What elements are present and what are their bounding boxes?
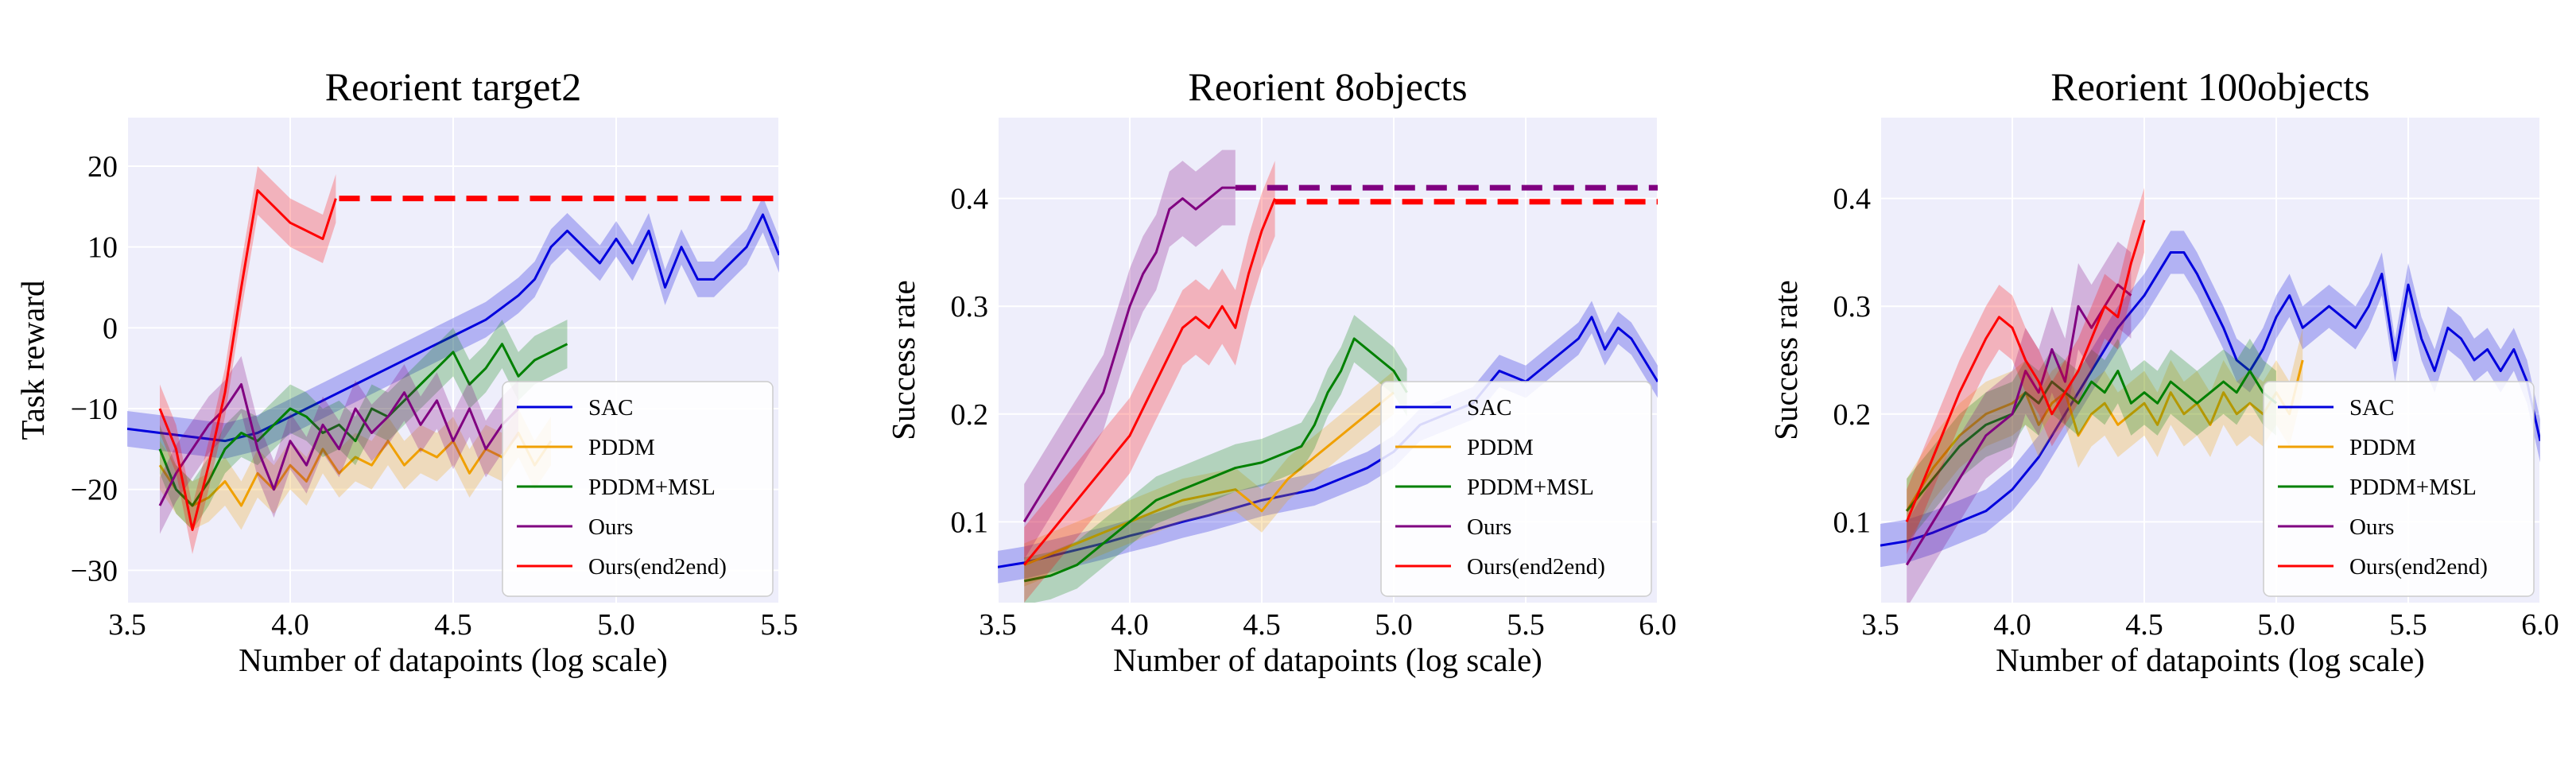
- x-tick-label: 5.0: [2257, 608, 2295, 642]
- series-band-2: [1907, 338, 2276, 544]
- legend-label: SAC: [588, 395, 633, 421]
- x-tick-label: 4.0: [1993, 608, 2031, 642]
- chart-title: Reorient 8objects: [1188, 64, 1467, 109]
- chart-title: Reorient target2: [325, 64, 582, 109]
- series-line-4: [1905, 219, 2146, 522]
- series-line-0: [127, 213, 779, 443]
- x-tick-label: 6.0: [1639, 608, 1677, 642]
- legend-label: Ours(end2end): [2349, 554, 2488, 580]
- legend-box: [1380, 381, 1652, 597]
- series-band-3: [160, 355, 518, 534]
- y-axis-label: Success rate: [885, 280, 921, 440]
- y-axis-label: Task reward: [14, 281, 51, 440]
- series-band-3: [1024, 149, 1236, 560]
- y-tick-label: 0.2: [1833, 398, 1872, 432]
- series-line-3: [1022, 186, 1236, 523]
- legend-label: Ours(end2end): [588, 554, 727, 580]
- x-tick-label: 4.0: [1111, 608, 1149, 642]
- series-line-2: [1023, 337, 1408, 583]
- x-tick-label: 3.5: [108, 608, 146, 642]
- y-tick-label: 0.4: [1833, 183, 1872, 216]
- series-line-0: [1880, 250, 2540, 547]
- legend: SAC PDDM PDDM+MSL Ours Ours(end2end): [502, 381, 774, 597]
- legend-label: PDDM: [1467, 435, 1534, 460]
- legend-box: [2263, 381, 2535, 597]
- chart-panel-3: 3.5 4.0 4.5 5.0 5.5 6.0 0.1 0.2 0.3 0.4 Reorient 1…: [1767, 64, 2559, 678]
- x-tick-label: 5.0: [1375, 608, 1413, 642]
- x-tick-label: 4.5: [2125, 608, 2163, 642]
- y-tick-label: 0.1: [951, 506, 989, 539]
- x-tick-label: 4.0: [271, 608, 309, 642]
- x-axis-label: Number of datapoints (log scale): [1113, 642, 1542, 678]
- chart-panel-2: 3.5 4.0 4.5 5.0 5.5 6.0 0.1 0.2 0.3 0.4 Reorient 8…: [885, 64, 1677, 678]
- legend-label: PDDM+MSL: [2349, 475, 2477, 500]
- y-tick-label: −30: [71, 554, 118, 588]
- y-axis-label: Success rate: [1767, 280, 1804, 440]
- series-band-4: [1907, 188, 2144, 554]
- y-tick-label: 10: [87, 231, 118, 265]
- legend-label: Ours: [588, 514, 633, 540]
- y-tick-label: 0.3: [951, 290, 989, 324]
- chart-title: Reorient 100objects: [2050, 64, 2369, 109]
- legend: SAC PDDM PDDM+MSL Ours Ours(end2end): [2263, 381, 2535, 597]
- x-tick-label: 5.0: [597, 608, 635, 642]
- x-tick-label: 4.5: [434, 608, 472, 642]
- series-band-0: [998, 301, 1658, 584]
- x-tick-label: 5.5: [760, 608, 798, 642]
- series-band-0: [127, 196, 779, 460]
- x-axis-label: Number of datapoints (log scale): [1996, 642, 2425, 678]
- y-tick-label: 0.4: [951, 183, 989, 216]
- y-tick-label: 0.3: [1833, 290, 1872, 324]
- series-line-2: [158, 343, 568, 507]
- plot-area: [127, 166, 779, 554]
- x-tick-label: 3.5: [1861, 608, 1899, 642]
- series-line-0: [998, 316, 1658, 568]
- chart-panel-1: 3.5 4.0 4.5 5.0 5.5 −30 −20 −10 0 10 20 Reorient ta…: [14, 64, 798, 678]
- series-band-0: [1880, 231, 2540, 568]
- x-tick-label: 6.0: [2521, 608, 2559, 642]
- y-tick-label: −10: [71, 393, 118, 426]
- plot-area: [1880, 188, 2540, 603]
- series-line-4: [1023, 198, 1276, 566]
- legend-label: SAC: [1467, 395, 1511, 421]
- plot-area: [998, 149, 1658, 603]
- x-tick-label: 3.5: [979, 608, 1017, 642]
- x-tick-label: 4.5: [1243, 608, 1281, 642]
- legend-label: PDDM: [2349, 435, 2416, 460]
- legend-label: Ours: [1467, 514, 1511, 540]
- series-band-4: [1024, 161, 1275, 603]
- legend-label: PDDM: [588, 435, 655, 460]
- legend-label: PDDM+MSL: [588, 475, 716, 500]
- legend-label: Ours(end2end): [1467, 554, 1605, 580]
- y-tick-label: 0: [103, 312, 118, 345]
- y-tick-label: 0.1: [1833, 506, 1872, 539]
- legend-label: Ours: [2349, 514, 2394, 540]
- x-axis-label: Number of datapoints (log scale): [239, 642, 668, 678]
- y-tick-label: −20: [71, 474, 118, 507]
- y-tick-label: 20: [87, 150, 118, 184]
- series-band-1: [1907, 328, 2303, 544]
- series-line-1: [1023, 391, 1395, 566]
- y-tick-label: 0.2: [951, 398, 989, 432]
- legend-label: SAC: [2349, 395, 2394, 421]
- legend-box: [502, 381, 774, 597]
- x-tick-label: 5.5: [2389, 608, 2427, 642]
- legend: SAC PDDM PDDM+MSL Ours Ours(end2end): [1380, 381, 1652, 597]
- x-tick-label: 5.5: [1507, 608, 1545, 642]
- legend-label: PDDM+MSL: [1467, 475, 1594, 500]
- series-line-4: [158, 189, 337, 531]
